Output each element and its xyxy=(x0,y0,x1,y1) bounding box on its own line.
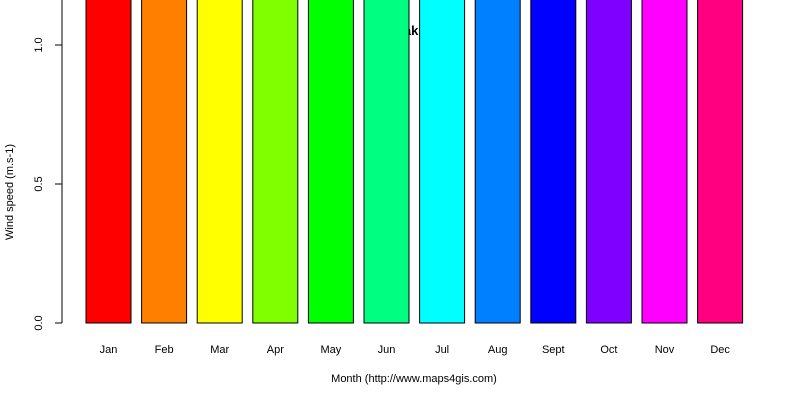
bar-jun xyxy=(363,0,410,324)
x-tick-label-apr: Apr xyxy=(267,344,284,356)
x-tick-label-jun: Jun xyxy=(378,344,396,356)
bar-may xyxy=(307,0,354,324)
x-tick-label-aug: Aug xyxy=(488,344,508,356)
x-tick-label-feb: Feb xyxy=(155,344,174,356)
bar-jul xyxy=(419,0,466,324)
bar-apr xyxy=(252,0,299,324)
x-tick-label-oct: Oct xyxy=(600,344,617,356)
bars-group xyxy=(85,0,744,324)
x-tick-labels: Jan Feb Mar Apr May Jun Jul Aug Sept Oct Nov Dec xyxy=(100,344,731,356)
x-tick-label-jul: Jul xyxy=(435,344,449,356)
y-tick-label: 0.0 xyxy=(33,315,45,330)
bar-jan xyxy=(85,0,132,324)
bar-nov xyxy=(641,0,688,324)
bar-mar xyxy=(196,0,243,324)
bar-oct xyxy=(585,0,632,324)
bar-dec xyxy=(697,0,744,324)
x-axis-label: Month (http://www.maps4gis.com) xyxy=(331,373,497,385)
bar-aug xyxy=(474,0,521,324)
y-axis: 0.00.51.01.5 xyxy=(33,0,63,331)
y-axis-label: Wind speed (m.s-1) xyxy=(4,144,16,240)
x-tick-label-sept: Sept xyxy=(542,344,565,356)
bar-feb xyxy=(141,0,188,324)
y-tick-label: 0.5 xyxy=(33,176,45,191)
x-tick-label-dec: Dec xyxy=(710,344,730,356)
x-tick-label-mar: Mar xyxy=(210,344,229,356)
x-tick-label-nov: Nov xyxy=(655,344,675,356)
y-tick-label: 1.0 xyxy=(33,37,45,52)
bar-sept xyxy=(530,0,577,324)
x-tick-label-jan: Jan xyxy=(100,344,118,356)
x-tick-label-may: May xyxy=(321,344,342,356)
